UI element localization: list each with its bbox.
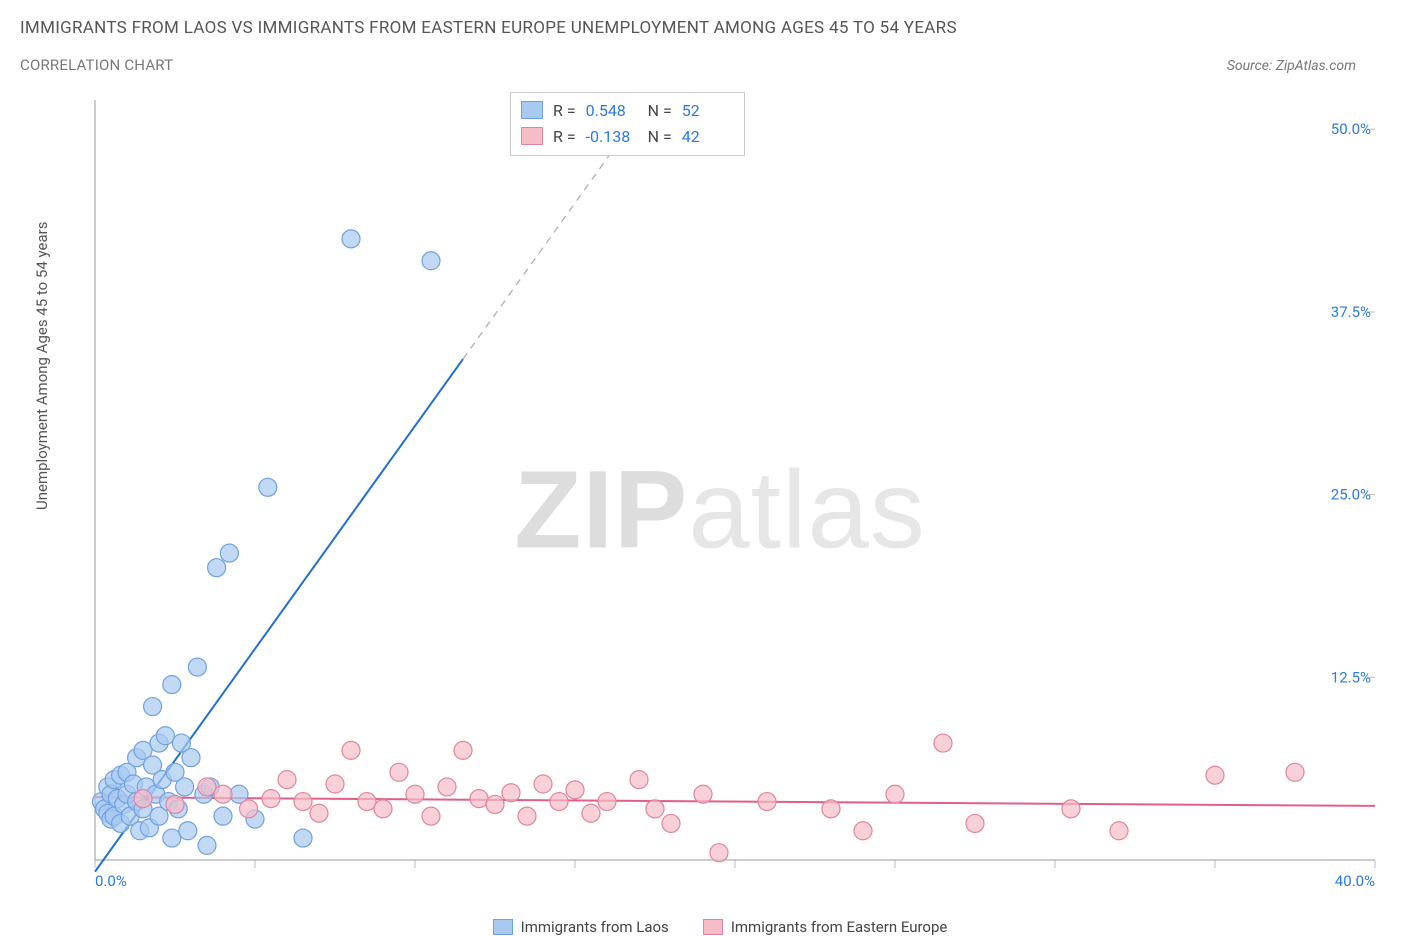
swatch-eeurope [521,127,543,145]
stats-row-laos: R = 0.548 N = 52 [521,97,734,123]
n-label: N = [648,101,672,120]
page-title: IMMIGRANTS FROM LAOS VS IMMIGRANTS FROM … [20,18,1386,38]
swatch-laos [521,101,543,119]
legend-swatch-0 [493,919,513,935]
r-label: R = [553,101,576,120]
legend-label-0: Immigrants from Laos [521,918,669,936]
legend-item-1: Immigrants from Eastern Europe [703,918,948,936]
r-value-laos: 0.548 [586,101,638,120]
stats-row-eeurope: R = -0.138 N = 42 [521,123,734,149]
correlation-chart: Unemployment Among Ages 45 to 54 years Z… [50,90,1390,930]
svg-text:25.0%: 25.0% [1331,486,1371,504]
chart-subtitle: CORRELATION CHART [20,56,173,74]
r-label: R = [553,127,576,146]
legend-swatch-1 [703,919,723,935]
source-attribution: Source: ZipAtlas.com [1227,58,1356,74]
n-value-laos: 52 [682,101,734,120]
y-axis-label: Unemployment Among Ages 45 to 54 years [33,222,51,510]
svg-text:50.0%: 50.0% [1331,120,1371,138]
chart-svg: 0.0% 40.0% 12.5% 25.0% 37.5% 50.0% [50,90,1390,890]
svg-text:40.0%: 40.0% [1335,872,1375,890]
legend-label-1: Immigrants from Eastern Europe [731,918,948,936]
series-legend: Immigrants from Laos Immigrants from East… [50,918,1390,936]
r-value-eeurope: -0.138 [586,127,638,146]
svg-text:0.0%: 0.0% [95,872,127,890]
stats-legend: R = 0.548 N = 52 R = -0.138 N = 42 [510,92,745,156]
n-label: N = [648,127,672,146]
svg-text:37.5%: 37.5% [1331,303,1371,321]
n-value-eeurope: 42 [682,127,734,146]
legend-item-0: Immigrants from Laos [493,918,669,936]
svg-text:12.5%: 12.5% [1331,668,1371,686]
